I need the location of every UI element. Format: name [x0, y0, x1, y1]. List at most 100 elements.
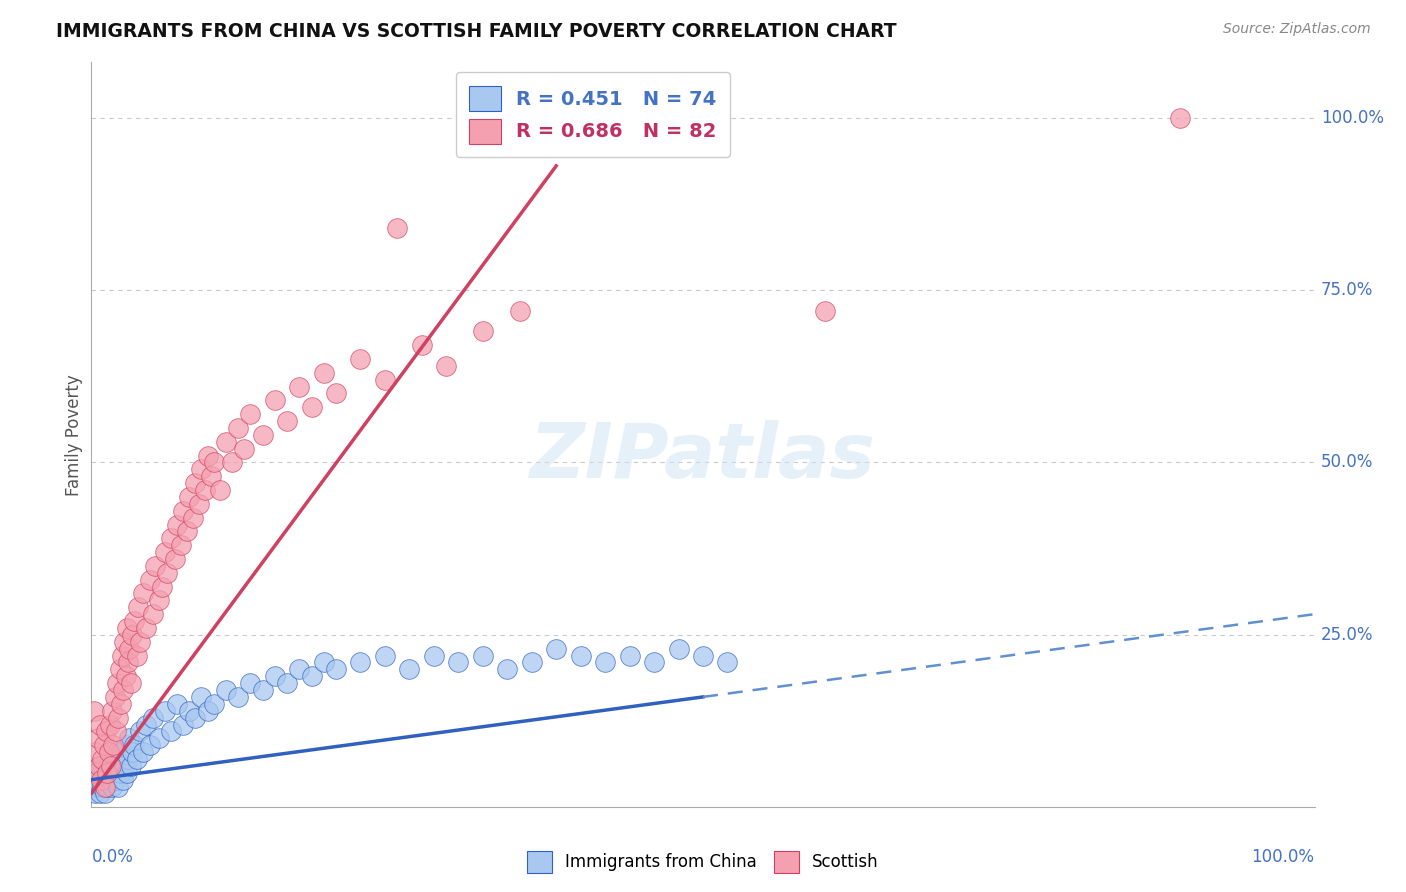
Point: [111, 648, 134, 663]
Point: [110, 697, 132, 711]
Point: [221, 455, 243, 469]
Point: [122, 614, 145, 628]
Point: [139, 738, 162, 752]
Point: [301, 401, 323, 415]
Point: [150, 580, 173, 594]
Point: [127, 600, 149, 615]
Point: [110, 765, 132, 780]
Point: [129, 724, 152, 739]
Point: [447, 656, 470, 670]
Point: [692, 648, 714, 663]
Point: [156, 566, 179, 580]
Point: [569, 648, 592, 663]
Legend: Immigrants from China, Scottish: Immigrants from China, Scottish: [520, 845, 886, 880]
Point: [94, 787, 117, 801]
Text: 100.0%: 100.0%: [1320, 109, 1384, 127]
Point: [252, 428, 274, 442]
Point: [105, 759, 128, 773]
Point: [91, 752, 114, 766]
Point: [181, 510, 204, 524]
Point: [86, 780, 108, 794]
Point: [135, 621, 157, 635]
Point: [83, 704, 105, 718]
Point: [98, 717, 121, 731]
Point: [619, 648, 641, 663]
Text: 75.0%: 75.0%: [1320, 281, 1374, 299]
Point: [98, 772, 121, 787]
Point: [135, 717, 157, 731]
Point: [107, 710, 129, 724]
Point: [118, 731, 141, 746]
Point: [94, 780, 117, 794]
Point: [1168, 111, 1191, 125]
Point: [86, 731, 108, 746]
Legend: R = 0.451   N = 74, R = 0.686   N = 82: R = 0.451 N = 74, R = 0.686 N = 82: [456, 72, 730, 157]
Point: [301, 669, 323, 683]
Point: [197, 449, 219, 463]
Point: [104, 745, 127, 759]
Y-axis label: Family Poverty: Family Poverty: [65, 374, 83, 496]
Point: [112, 683, 135, 698]
Point: [172, 717, 194, 731]
Point: [125, 752, 148, 766]
Point: [349, 656, 371, 670]
Point: [148, 731, 170, 746]
Point: [312, 656, 335, 670]
Point: [202, 697, 225, 711]
Point: [374, 648, 396, 663]
Point: [208, 483, 231, 497]
Point: [264, 393, 287, 408]
Point: [129, 634, 152, 648]
Point: [190, 462, 212, 476]
Point: [104, 772, 127, 787]
Point: [325, 662, 347, 676]
Point: [153, 704, 176, 718]
Point: [89, 787, 111, 801]
Point: [84, 772, 107, 787]
Point: [112, 634, 135, 648]
Point: [132, 586, 155, 600]
Point: [103, 765, 125, 780]
Point: [114, 738, 136, 752]
Point: [215, 434, 238, 449]
Point: [93, 772, 115, 787]
Point: [100, 759, 122, 773]
Point: [143, 558, 166, 573]
Point: [264, 669, 287, 683]
Point: [122, 738, 145, 752]
Point: [97, 745, 120, 759]
Point: [141, 607, 163, 622]
Point: [188, 497, 211, 511]
Point: [84, 787, 107, 801]
Point: [349, 351, 371, 366]
Point: [153, 545, 176, 559]
Point: [176, 524, 198, 539]
Point: [84, 745, 107, 759]
Point: [546, 641, 568, 656]
Point: [96, 780, 118, 794]
Point: [91, 780, 114, 794]
Point: [104, 724, 127, 739]
Text: 100.0%: 100.0%: [1251, 848, 1315, 866]
Text: IMMIGRANTS FROM CHINA VS SCOTTISH FAMILY POVERTY CORRELATION CHART: IMMIGRANTS FROM CHINA VS SCOTTISH FAMILY…: [56, 22, 897, 41]
Point: [87, 765, 110, 780]
Point: [117, 752, 139, 766]
Point: [97, 752, 120, 766]
Point: [84, 765, 107, 780]
Point: [96, 765, 118, 780]
Point: [312, 366, 335, 380]
Point: [101, 704, 124, 718]
Point: [139, 573, 162, 587]
Point: [108, 752, 131, 766]
Point: [668, 641, 690, 656]
Point: [385, 221, 409, 235]
Point: [471, 648, 494, 663]
Point: [100, 759, 122, 773]
Point: [166, 697, 188, 711]
Point: [117, 656, 139, 670]
Point: [120, 676, 142, 690]
Point: [163, 552, 186, 566]
Point: [509, 303, 531, 318]
Point: [226, 421, 249, 435]
Point: [111, 745, 134, 759]
